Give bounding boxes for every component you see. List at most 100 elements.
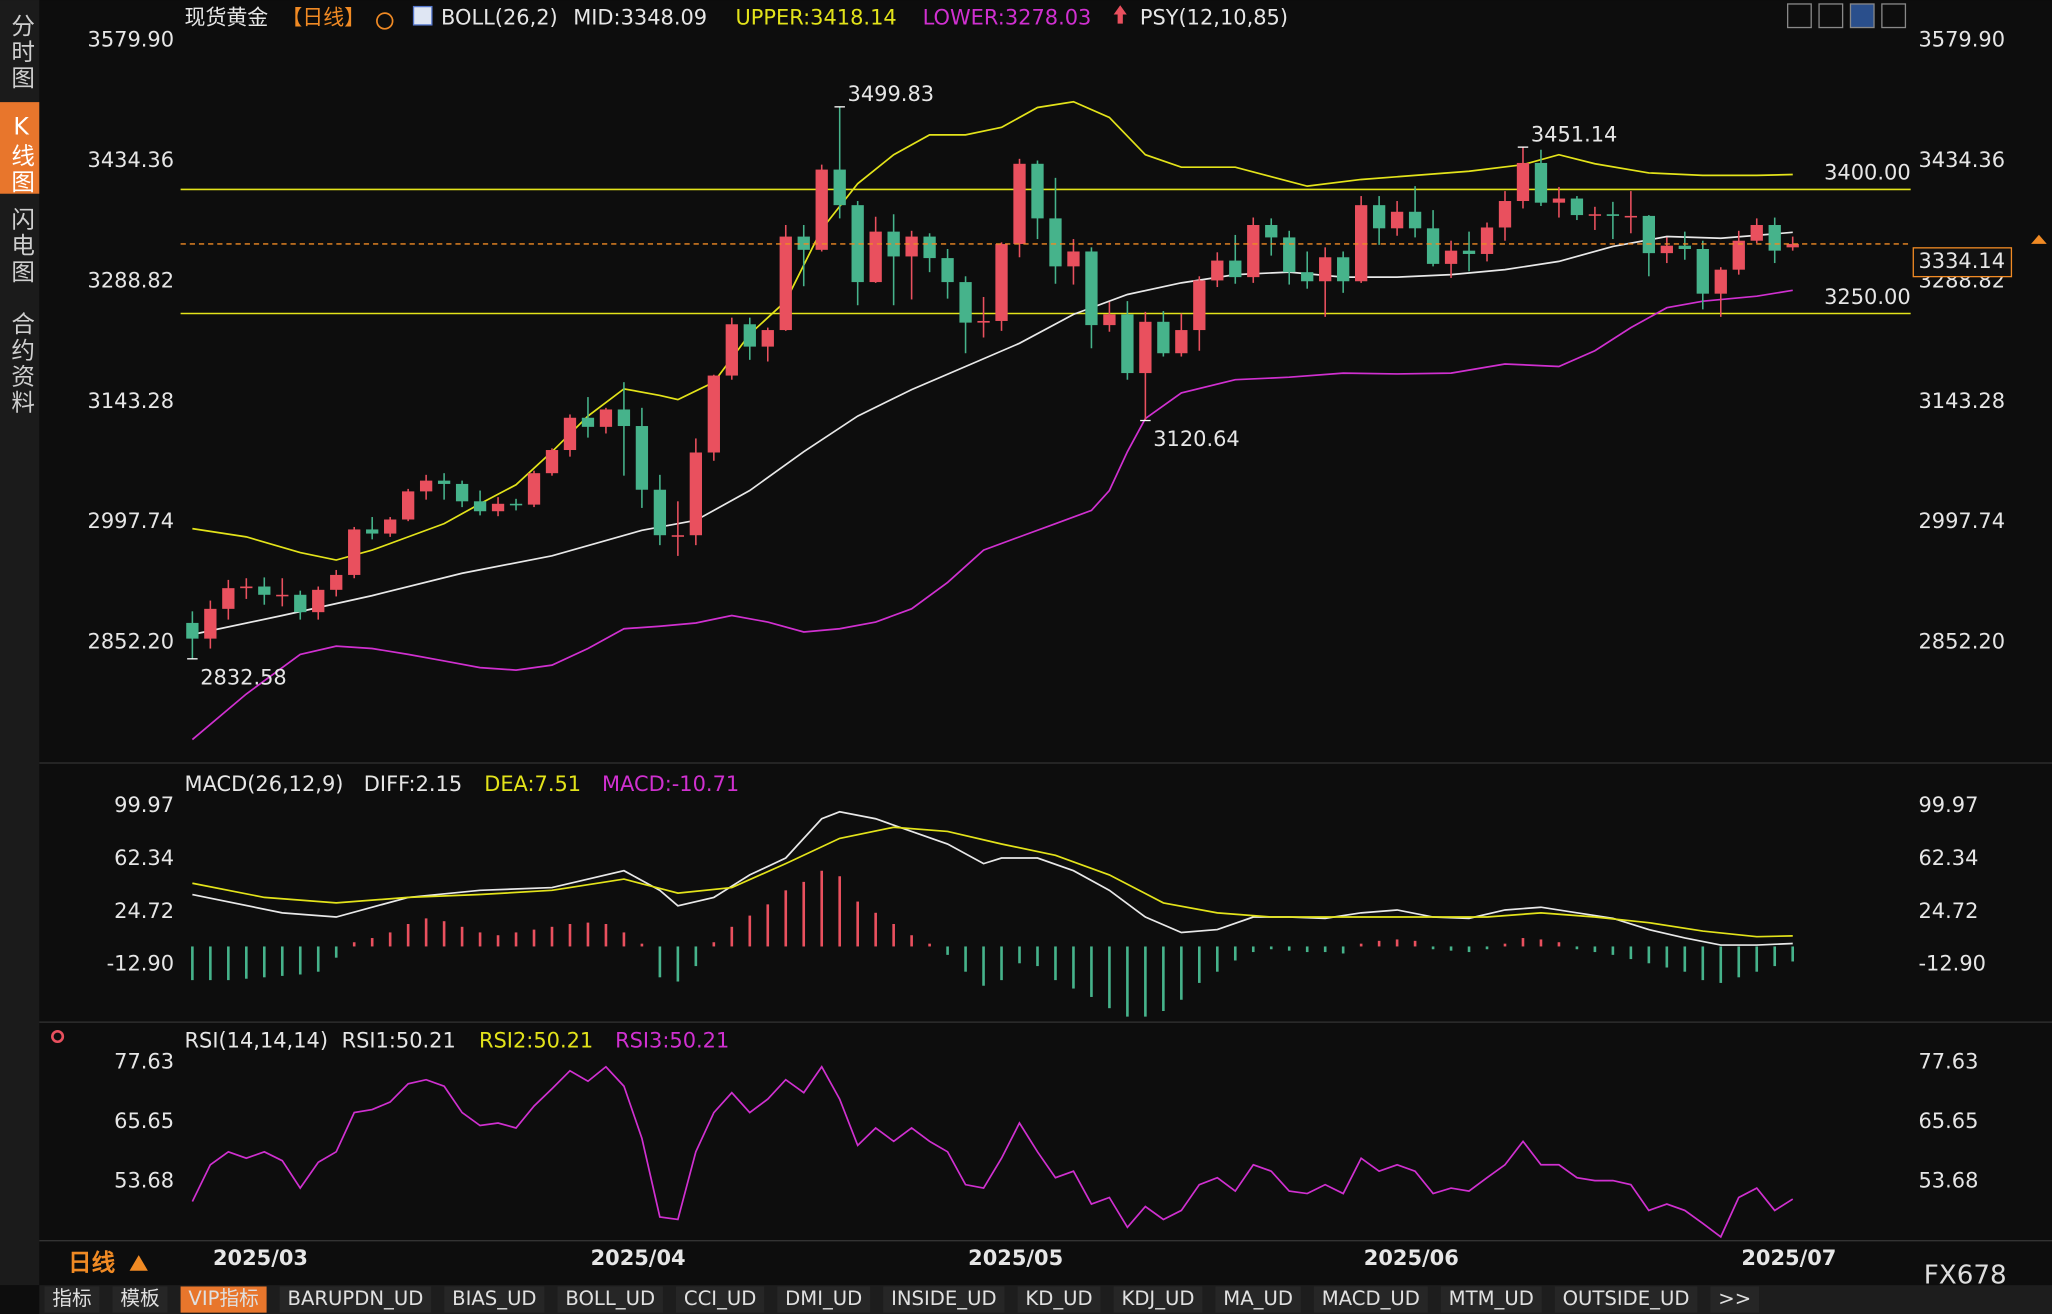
y-tick-label: 2852.20: [88, 630, 175, 654]
rsi-title: RSI(14,14,14): [185, 1029, 328, 1053]
indicator-line: [192, 826, 1793, 938]
candle-body: [617, 409, 631, 427]
tab[interactable]: CCI_UD: [684, 1287, 756, 1310]
period-selector[interactable]: 日线: [68, 1249, 116, 1277]
y-tick-label-right: 2852.20: [1919, 630, 2006, 654]
candle-body: [1588, 214, 1602, 216]
indicator-icon[interactable]: [412, 5, 433, 26]
candle-body: [1534, 162, 1548, 203]
candle-body: [509, 503, 523, 506]
tab-bg: [1017, 1286, 1101, 1313]
period-arrow[interactable]: [129, 1255, 148, 1271]
last-price-box: [1912, 247, 2013, 278]
add-icon[interactable]: [376, 12, 394, 30]
x-tick-label: 2025/04: [591, 1246, 686, 1270]
candle-body: [779, 236, 792, 331]
candle-body: [797, 236, 810, 250]
annotation-label: 3451.14: [1531, 122, 1618, 146]
candle-body: [419, 480, 433, 492]
tab-bg: [279, 1286, 432, 1313]
indicator-line: [192, 810, 1793, 946]
indicator-line: [191, 289, 1793, 741]
candle-body: [725, 324, 738, 376]
tab-bg: [777, 1286, 871, 1313]
last-price-marker: [2031, 234, 2047, 244]
macd-legend: DIFF:2.15: [364, 772, 462, 796]
candle-body: [545, 450, 559, 474]
tab[interactable]: DMI_UD: [785, 1287, 862, 1310]
y-tick-label-right: 65.65: [1919, 1109, 1979, 1133]
macd-legend: MACD:-10.71: [602, 772, 739, 796]
candle-body: [563, 417, 577, 451]
tool-button[interactable]: [1881, 3, 1907, 29]
candle-body: [1660, 245, 1673, 254]
candle-body: [1121, 314, 1134, 374]
y-tick-label: 65.65: [114, 1109, 174, 1133]
tab[interactable]: OUTSIDE_UD: [1563, 1287, 1690, 1310]
y-tick-label-right: 77.63: [1919, 1050, 1979, 1074]
candle-body: [384, 519, 397, 534]
tab-bg: [1113, 1286, 1203, 1313]
candle-body: [1696, 248, 1709, 294]
candle-body: [455, 483, 469, 502]
y-tick-label: 77.63: [114, 1050, 174, 1074]
candle-body: [599, 409, 613, 427]
candle-body: [401, 491, 415, 520]
toolbar: [1786, 3, 1907, 29]
sidebar-tab[interactable]: 合约资料: [7, 311, 35, 416]
indicator-line: [192, 100, 1793, 561]
candle-body: [1516, 162, 1530, 202]
sidebar-tab[interactable]: 分时图: [7, 13, 35, 92]
tab-bg: [180, 1286, 267, 1313]
tab[interactable]: BOLL_UD: [565, 1287, 655, 1310]
y-tick-label-right: 53.68: [1919, 1169, 1979, 1193]
tab[interactable]: MACD_UD: [1322, 1287, 1420, 1310]
tool-button[interactable]: [1818, 3, 1844, 29]
candle-body: [437, 480, 451, 484]
tab-bg: [1710, 1286, 1760, 1313]
candle-body: [905, 236, 918, 257]
tab[interactable]: KDJ_UD: [1121, 1287, 1194, 1310]
candle-body: [1175, 330, 1188, 354]
tab[interactable]: MA_UD: [1223, 1287, 1293, 1310]
period: 【日线】: [281, 5, 365, 29]
tab-bg: [444, 1286, 545, 1313]
level-label: 3250.00: [1824, 285, 1911, 309]
rsi-legend: RSI2:50.21: [479, 1029, 593, 1053]
tab[interactable]: 模板: [120, 1287, 159, 1310]
candle-body: [491, 503, 505, 512]
candle-body: [707, 375, 720, 453]
tab-bg: [883, 1286, 1005, 1313]
tool-button[interactable]: [1786, 3, 1812, 29]
tab[interactable]: VIP指标: [188, 1287, 258, 1310]
tab[interactable]: BARUPDN_UD: [288, 1287, 424, 1310]
tab[interactable]: >>: [1718, 1287, 1751, 1310]
candle-body: [186, 622, 199, 639]
tab[interactable]: MTM_UD: [1449, 1287, 1534, 1310]
settings-icon[interactable]: [51, 1029, 65, 1044]
candle-body: [653, 489, 667, 536]
candle-body: [851, 205, 864, 283]
sidebar-tab[interactable]: 闪电图: [7, 207, 35, 286]
tab[interactable]: BIAS_UD: [452, 1287, 536, 1310]
y-tick-label: 3579.90: [88, 28, 175, 52]
y-tick-label: 62.34: [114, 846, 174, 870]
candle-body: [923, 236, 936, 259]
y-tick-label: 3434.36: [88, 148, 175, 172]
candle-body: [941, 258, 954, 283]
x-tick-label: 2025/03: [213, 1246, 308, 1270]
tab[interactable]: KD_UD: [1025, 1287, 1092, 1310]
y-tick-label-right: 2997.74: [1919, 509, 2006, 533]
sidebar-tab[interactable]: K线图: [7, 113, 35, 196]
candle-body: [527, 473, 541, 505]
arrow-icon: [1113, 5, 1127, 24]
candle-body: [348, 529, 361, 575]
tab-bg: [1215, 1286, 1301, 1313]
tab[interactable]: 指标: [52, 1287, 91, 1310]
x-tick-label: 2025/07: [1741, 1246, 1836, 1270]
tool-button[interactable]: [1849, 3, 1875, 29]
x-tick-label: 2025/06: [1364, 1246, 1459, 1270]
tab[interactable]: INSIDE_UD: [891, 1287, 997, 1310]
